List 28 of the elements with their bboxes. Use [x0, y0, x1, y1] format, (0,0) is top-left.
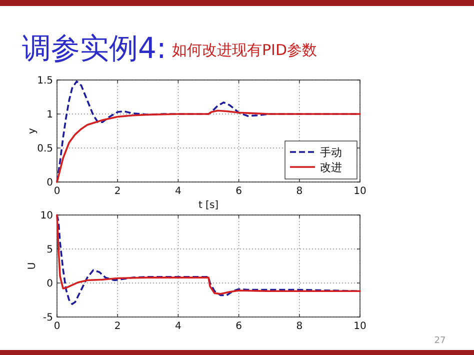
x-tick-label: 10 [354, 186, 366, 197]
x-tick-label: 2 [114, 321, 121, 332]
y-tick-label: 5 [46, 244, 53, 256]
x-tick-label: 8 [296, 321, 303, 332]
x-tick-label: 2 [114, 186, 121, 197]
x-tick-label: 4 [175, 186, 182, 197]
x-tick-label: 0 [54, 321, 60, 332]
x-tick-label: 8 [296, 186, 303, 197]
text: 27 [434, 336, 446, 346]
chart-title: 调参实例4: [22, 31, 166, 65]
x-tick-label: 6 [236, 321, 242, 332]
y-tick-label: -5 [43, 312, 53, 324]
y-tick-label: 0.5 [37, 144, 53, 154]
chart-subtitle: 如何改进现有PID参数 [172, 41, 318, 59]
x-tick-label: 0 [54, 186, 60, 197]
y-tick-label: 10 [40, 210, 53, 222]
y-tick-label: 0 [46, 278, 53, 290]
legend-label: 改进 [320, 161, 342, 174]
legend-label: 手动 [320, 146, 342, 159]
y-axis-title: U [27, 262, 38, 270]
x-axis-title: t [s] [198, 200, 219, 211]
y-tick-label: 1.5 [37, 76, 53, 86]
x-tick-label: 10 [354, 321, 366, 332]
y-axis-title: y [27, 128, 38, 134]
x-tick-label: 4 [175, 321, 182, 332]
y-tick-label: 1 [46, 110, 53, 120]
y-tick-label: 0 [46, 178, 53, 188]
x-tick-label: 6 [236, 186, 242, 197]
